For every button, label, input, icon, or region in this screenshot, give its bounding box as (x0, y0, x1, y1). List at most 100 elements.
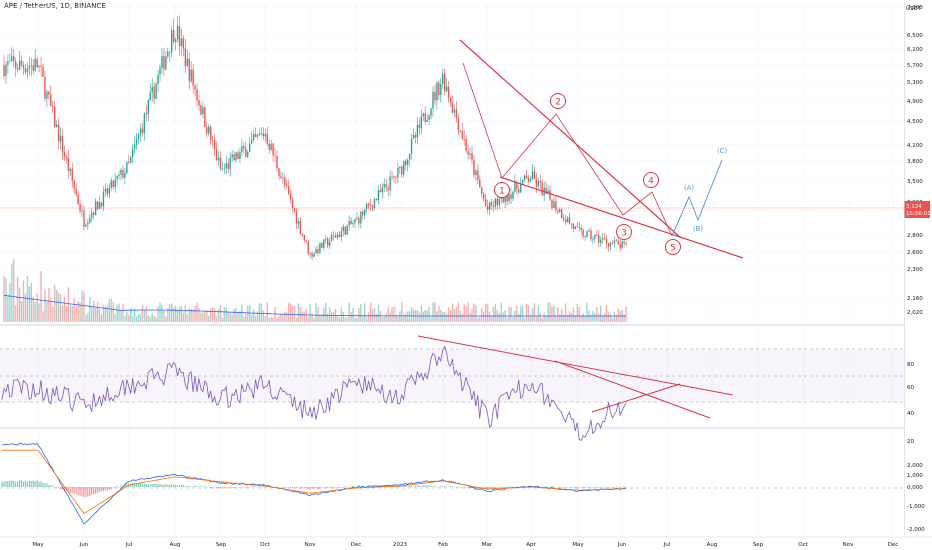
wave-label: 4 (648, 177, 654, 187)
volume-bar (522, 305, 524, 322)
macd-histogram-bar (245, 487, 247, 488)
volume-bar (516, 305, 518, 322)
candle-body (132, 149, 134, 158)
macd-histogram-bar (432, 486, 434, 488)
wave-drawings[interactable] (0, 39, 905, 259)
macd-histogram-bar (233, 487, 235, 489)
volume-bar (48, 288, 50, 322)
volume-bar (284, 311, 286, 322)
volume-bar (169, 304, 171, 322)
price-axis[interactable]: 7,000 6,500 6,100 5,700 5,300 4,900 4,500 4,100… (907, 5, 923, 316)
candle-body (420, 116, 422, 128)
volume-bar (295, 317, 298, 322)
candle-body (463, 138, 465, 140)
macd-histogram-bar (188, 485, 190, 488)
candle-body (451, 102, 454, 113)
candle-body (210, 126, 212, 140)
macd-histogram-bar (184, 485, 186, 488)
candle-body (161, 55, 163, 68)
volume-bar (473, 303, 475, 322)
wave-label-circle (550, 93, 566, 109)
macd-histogram-bar (163, 484, 165, 488)
macd-histogram-bar (408, 485, 411, 488)
candle-body (223, 167, 226, 169)
time-axis[interactable]: May Jun Jul Aug Sep Oct Nov Dec 2023 Feb Mar Apr May… (32, 542, 898, 548)
candles (3, 15, 627, 261)
candle-body (141, 128, 144, 133)
macd-histogram-bar (444, 486, 446, 488)
volume-bar (481, 307, 483, 322)
candle-body (461, 131, 463, 139)
candle-body (184, 48, 187, 67)
candle-body (241, 146, 243, 153)
volume-bar (559, 314, 561, 322)
macd-histogram-bar (249, 486, 251, 488)
macd-histogram-bar (321, 487, 323, 488)
corrective-wave-label: (B) (693, 225, 704, 233)
volume-bar (547, 302, 549, 322)
volume-bar (81, 290, 83, 322)
price-tick-label: 2,160 (907, 296, 923, 302)
macd-histogram-bar (7, 481, 9, 488)
candle-body (102, 191, 105, 207)
candle-body (557, 210, 559, 212)
volume-bar (562, 314, 565, 322)
volume-bar (525, 303, 528, 322)
macd-histogram-bar (239, 487, 241, 488)
candle-body (432, 91, 434, 109)
candle-body (588, 230, 590, 232)
macd-histogram-bar (496, 487, 498, 488)
volume-bar (566, 314, 569, 322)
candle-body (48, 91, 50, 95)
macd-histogram-bar (145, 483, 147, 488)
volume-bar (291, 306, 294, 322)
volume-bar (178, 307, 181, 322)
candle-body (124, 173, 126, 178)
volume-bar (405, 313, 407, 322)
volume-bar (529, 314, 532, 322)
candle-body (32, 65, 34, 71)
macd-histogram-bar (483, 487, 485, 489)
candle-body (492, 205, 495, 207)
macd-histogram-bar (399, 486, 401, 488)
volume-bar (387, 307, 389, 322)
candle-body (225, 163, 227, 168)
macd-histogram-bar (151, 483, 153, 488)
candle-body (110, 180, 112, 188)
volume-bar (266, 302, 268, 322)
macd-histogram-bar (414, 485, 416, 488)
macd-histogram-bar (95, 487, 97, 494)
volume-bar (206, 310, 208, 322)
rsi-trendlines[interactable] (417, 335, 734, 419)
volume-bar (24, 293, 27, 322)
time-axis-label: May (572, 542, 584, 548)
macd-histogram-bar (200, 486, 202, 488)
macd-histogram-bar (596, 487, 598, 488)
candle-body (445, 86, 448, 92)
volume-bar (57, 292, 60, 322)
candle-body (346, 225, 348, 235)
corrective-wave-label: (A) (684, 184, 695, 192)
volume-bar (352, 307, 354, 322)
volume-bar (130, 307, 132, 322)
volume-bar (213, 308, 216, 322)
candle-body (89, 217, 91, 223)
wave-label: 1 (499, 187, 505, 197)
candle-body (169, 51, 171, 53)
macd-histogram-bar (508, 486, 510, 488)
macd-histogram-bar (561, 487, 563, 488)
time-axis-label: Dec (351, 542, 362, 548)
candle-body (408, 153, 411, 160)
macd-histogram-bar (617, 486, 619, 488)
candle-body (55, 124, 58, 128)
volume-bar (180, 305, 183, 322)
candle-body (22, 65, 25, 69)
volume-bar (211, 307, 214, 322)
price-tick-label: 4,900 (907, 99, 923, 105)
candle-body (221, 168, 224, 170)
macd-histogram-bar (424, 485, 426, 488)
macd-histogram-bar (237, 487, 239, 488)
volume-bar (561, 308, 563, 322)
volume-bar (161, 305, 163, 322)
